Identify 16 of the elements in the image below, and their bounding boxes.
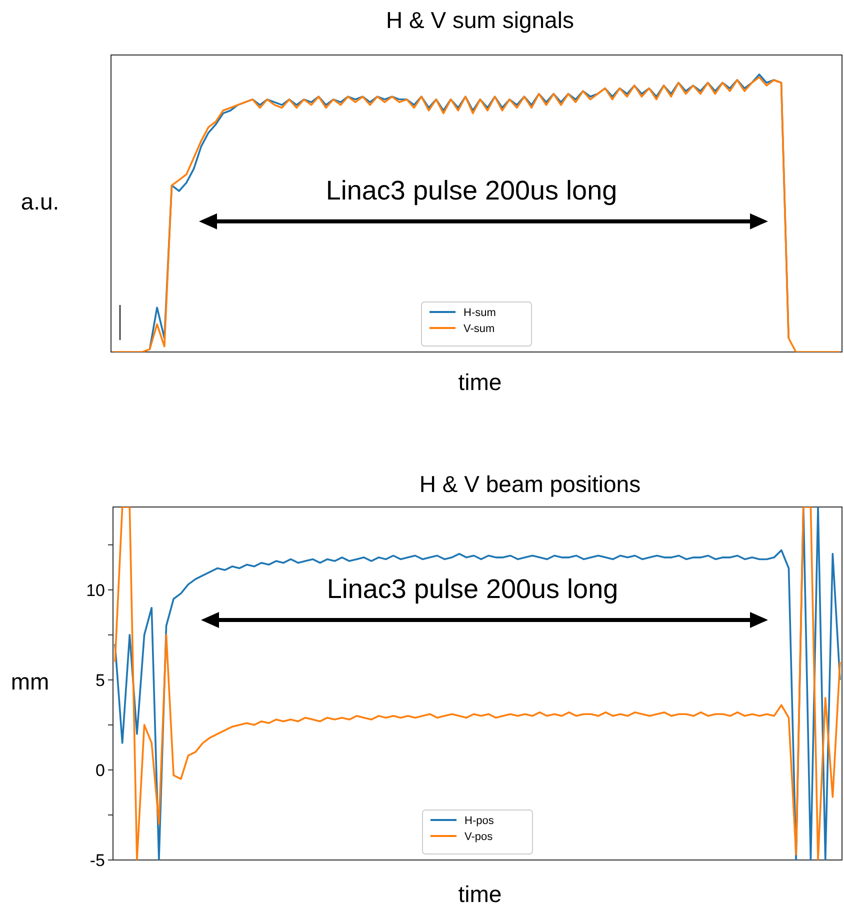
legend-label: H-pos xyxy=(464,815,494,827)
y-tick-label: 5 xyxy=(96,670,105,690)
x-axis-title: time xyxy=(458,369,502,395)
annotation: Linac3 pulse 200us long xyxy=(326,574,618,604)
y-tick-label: -5 xyxy=(90,851,105,870)
annotation: Linac3 pulse 200us long xyxy=(326,175,618,206)
y-axis-title: a.u. xyxy=(20,188,60,214)
y-tick-label: 10 xyxy=(86,580,105,600)
chart-title: H & V sum signals xyxy=(386,7,574,33)
y-tick-label: 0 xyxy=(96,760,105,780)
legend-label: H-sum xyxy=(464,307,496,319)
chart-title: H & V beam positions xyxy=(419,471,641,497)
legend-label: V-pos xyxy=(464,831,494,843)
y-axis-title: mm xyxy=(10,668,50,694)
legend-label: V-sum xyxy=(464,323,495,335)
x-axis-title: time xyxy=(458,881,502,907)
